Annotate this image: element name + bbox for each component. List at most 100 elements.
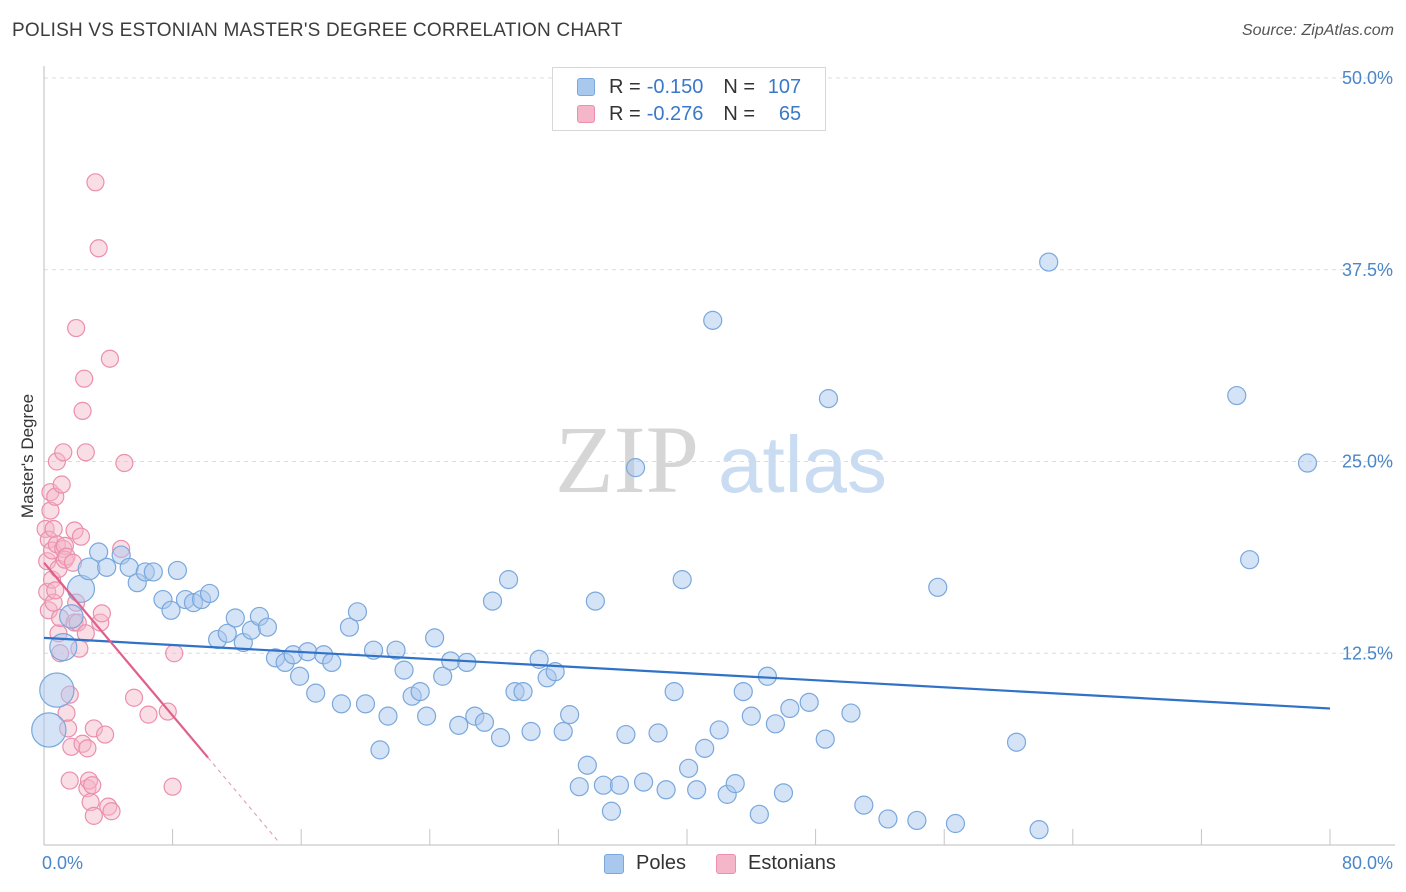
estonians-point: [67, 318, 86, 338]
estonians-point: [84, 806, 103, 825]
poles-point: [1227, 385, 1247, 406]
poles-point: [725, 774, 745, 794]
poles-point: [59, 604, 84, 629]
legend-row-estonians: R = -0.276 N = 65: [577, 102, 801, 126]
legend-item-poles[interactable]: Poles: [604, 852, 686, 875]
poles-point: [339, 617, 360, 637]
poles-point: [425, 628, 445, 648]
y-tick-label: 12.5%: [1342, 643, 1393, 663]
source-link[interactable]: ZipAtlas.com: [1301, 22, 1394, 39]
estonians-point: [46, 581, 65, 600]
y-tick-label: 50.0%: [1342, 68, 1393, 88]
poles-point: [593, 775, 614, 795]
estonians-trend-line: [43, 562, 209, 759]
r-label: R =: [609, 102, 641, 125]
poles-point: [1240, 550, 1260, 570]
poles-swatch: [604, 853, 624, 874]
y-tick-label: 25.0%: [1342, 452, 1393, 472]
poles-point: [521, 721, 541, 742]
estonians-swatch: [577, 105, 595, 123]
poles-point: [416, 706, 437, 726]
poles-point: [907, 810, 927, 831]
poles-swatch: [577, 78, 595, 96]
y-tick-label: 37.5%: [1342, 260, 1393, 280]
poles-point: [289, 666, 310, 686]
poles-point: [378, 706, 398, 726]
poles-point: [709, 720, 729, 740]
poles-point: [928, 577, 948, 597]
poles-point: [386, 640, 406, 660]
poles-point: [199, 583, 220, 604]
poles-point: [89, 542, 109, 562]
poles-point: [217, 623, 237, 643]
poles-point: [765, 714, 786, 734]
trend-lines: [43, 562, 1331, 843]
estonians-point: [73, 401, 92, 420]
y-axis-label: Master's Degree: [18, 394, 37, 518]
estonians-point: [47, 452, 66, 471]
estonians-point: [86, 173, 105, 192]
estonians-point: [163, 777, 182, 796]
poles-point: [355, 694, 376, 714]
poles-point: [878, 809, 898, 829]
poles-point: [39, 672, 75, 708]
watermark-zip: ZIP: [555, 406, 699, 513]
legend-row-poles: R = -0.150 N = 107: [577, 75, 801, 99]
poles-point: [679, 758, 699, 778]
n-value: 65: [778, 102, 802, 125]
estonians-point: [84, 719, 103, 738]
poles-point: [331, 694, 351, 714]
poles-point: [322, 652, 342, 673]
poles-point: [225, 608, 245, 628]
series-legend: Poles Estonians: [0, 852, 1406, 878]
poles-point: [749, 804, 769, 824]
poles-point: [1029, 820, 1049, 840]
legend-label-estonians: Estonians: [748, 852, 836, 874]
grid-lines: [44, 77, 1395, 654]
poles-point: [410, 681, 430, 702]
estonians-point: [60, 771, 79, 790]
poles-point: [553, 721, 573, 742]
poles-points: [31, 252, 1318, 840]
estonians-point: [52, 475, 71, 494]
poles-point: [97, 557, 117, 577]
poles-point: [585, 591, 605, 611]
estonians-point: [78, 779, 97, 798]
poles-point: [577, 755, 597, 775]
estonians-point: [139, 705, 158, 724]
legend-label-poles: Poles: [636, 852, 687, 874]
estonians-point: [54, 443, 73, 462]
legend-item-estonians[interactable]: Estonians: [716, 852, 836, 875]
estonians-point: [78, 739, 97, 758]
poles-point: [815, 729, 835, 749]
poles-point: [780, 698, 800, 719]
estonians-point: [71, 527, 91, 546]
estonians-point: [44, 519, 63, 539]
poles-point: [648, 723, 668, 743]
estonians-point: [95, 725, 115, 744]
poles-point: [773, 783, 794, 803]
poles-point: [601, 801, 622, 821]
estonians-point: [62, 737, 81, 756]
estonians-swatch: [716, 853, 736, 874]
chart-title: POLISH VS ESTONIAN MASTER'S DEGREE CORRE…: [12, 20, 623, 41]
poles-point: [167, 560, 188, 581]
estonians-point: [92, 604, 111, 623]
poles-point: [513, 681, 533, 702]
poles-point: [161, 600, 181, 620]
poles-point: [1297, 453, 1318, 473]
estonians-point: [165, 644, 184, 663]
poles-point: [394, 660, 414, 680]
poles-point: [1006, 732, 1027, 752]
x-tick-label: 0.0%: [42, 853, 83, 873]
poles-point: [31, 712, 67, 748]
poles-point: [474, 712, 495, 732]
poles-point: [257, 617, 278, 637]
poles-point: [490, 728, 511, 748]
estonians-point: [100, 349, 120, 368]
watermark: ZIP atlas: [555, 406, 887, 513]
poles-point: [433, 666, 453, 686]
poles-point: [633, 772, 654, 792]
correlation-legend: R = -0.150 N = 107 R = -0.276 N = 65: [552, 67, 826, 131]
source-label: Source:: [1241, 22, 1298, 39]
